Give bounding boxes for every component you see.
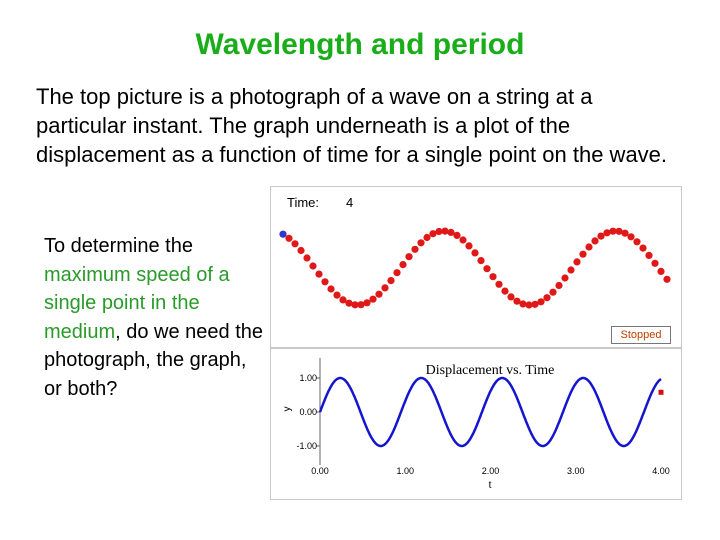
string-bead [489, 273, 497, 281]
wave-photo-panel [270, 186, 682, 348]
string-bead [639, 244, 647, 252]
string-bead [291, 240, 299, 248]
string-bead [447, 228, 455, 236]
string-bead [285, 234, 293, 242]
string-bead [405, 253, 413, 261]
x-tick-label: 2.00 [482, 466, 500, 476]
string-bead [393, 269, 401, 277]
stopped-button[interactable]: Stopped [611, 326, 671, 344]
y-axis-label: y [282, 407, 293, 412]
string-bead [657, 267, 665, 275]
string-bead [327, 285, 335, 293]
series-end-marker [658, 389, 664, 395]
string-bead [423, 233, 431, 242]
x-axis-label: t [489, 480, 492, 491]
string-bead [321, 278, 329, 286]
string-bead [363, 299, 371, 307]
string-bead [435, 227, 443, 236]
string-bead [567, 266, 575, 274]
string-bead [591, 237, 599, 245]
string-bead [399, 261, 407, 269]
string-bead [627, 233, 635, 241]
string-bead [453, 231, 461, 239]
string-bead [621, 229, 629, 237]
string-bead [345, 299, 353, 307]
string-bead [501, 287, 509, 295]
string-bead [525, 301, 533, 309]
string-bead [561, 274, 569, 282]
string-bead [429, 230, 437, 238]
chart-title: Displacement vs. Time [426, 363, 555, 378]
string-bead [609, 227, 617, 235]
x-tick-label: 1.00 [396, 466, 414, 476]
string-bead [309, 262, 317, 270]
string-bead [297, 246, 305, 255]
string-bead [537, 298, 545, 306]
string-bead [315, 270, 323, 278]
string-bead [549, 288, 557, 296]
string-bead [351, 301, 359, 309]
string-bead [375, 290, 383, 298]
string-bead [633, 238, 641, 246]
tracked-point-marker [279, 230, 287, 238]
time-value: 4 [346, 195, 354, 210]
string-bead [411, 245, 419, 253]
string-bead [603, 229, 611, 237]
string-bead [339, 296, 347, 304]
question-highlight: maximum speed of a single point in the m… [44, 263, 230, 343]
string-bead [381, 284, 389, 292]
string-bead [477, 257, 485, 265]
string-bead [519, 300, 527, 308]
question-part1: To determine the [44, 235, 193, 257]
string-bead [615, 227, 623, 235]
question-part2: , do we need the photograph, the graph, … [44, 320, 264, 400]
y-tick-label: 0.00 [299, 407, 317, 417]
string-bead [369, 295, 377, 303]
question-text: To determine the maximum speed of a sing… [44, 232, 264, 403]
string-bead [357, 301, 365, 309]
string-bead [495, 280, 503, 288]
string-bead [579, 250, 587, 258]
string-bead [471, 249, 479, 257]
string-bead [441, 227, 449, 235]
string-bead [333, 291, 341, 299]
x-tick-label: 0.00 [311, 466, 329, 476]
string-bead [543, 294, 551, 302]
string-bead [303, 254, 311, 262]
y-tick-label: 1.00 [299, 373, 317, 383]
string-bead [483, 265, 491, 273]
string-bead [645, 251, 653, 259]
string-bead [663, 275, 671, 283]
string-bead [573, 258, 581, 266]
displacement-series-line [318, 376, 662, 448]
wave-string [279, 227, 671, 309]
string-bead [531, 300, 539, 308]
string-bead [465, 242, 473, 250]
string-bead [555, 281, 563, 290]
string-bead [597, 232, 605, 240]
x-tick-label: 3.00 [567, 466, 585, 476]
time-label: Time: [287, 195, 320, 210]
string-bead [459, 236, 467, 244]
slide-title: Wavelength and period [195, 28, 525, 61]
intro-text: The top picture is a photograph of a wav… [36, 84, 668, 167]
y-tick-label: -1.00 [296, 441, 317, 451]
string-bead [417, 239, 425, 247]
chart-ticks: 1.00 0.00 -1.00 0.00 1.00 2.00 3.00 4.00 [296, 373, 669, 476]
string-bead [651, 259, 659, 267]
string-bead [387, 277, 395, 285]
x-tick-label: 4.00 [652, 466, 670, 476]
string-bead [585, 243, 593, 251]
string-bead [507, 293, 515, 301]
string-bead [513, 297, 521, 305]
